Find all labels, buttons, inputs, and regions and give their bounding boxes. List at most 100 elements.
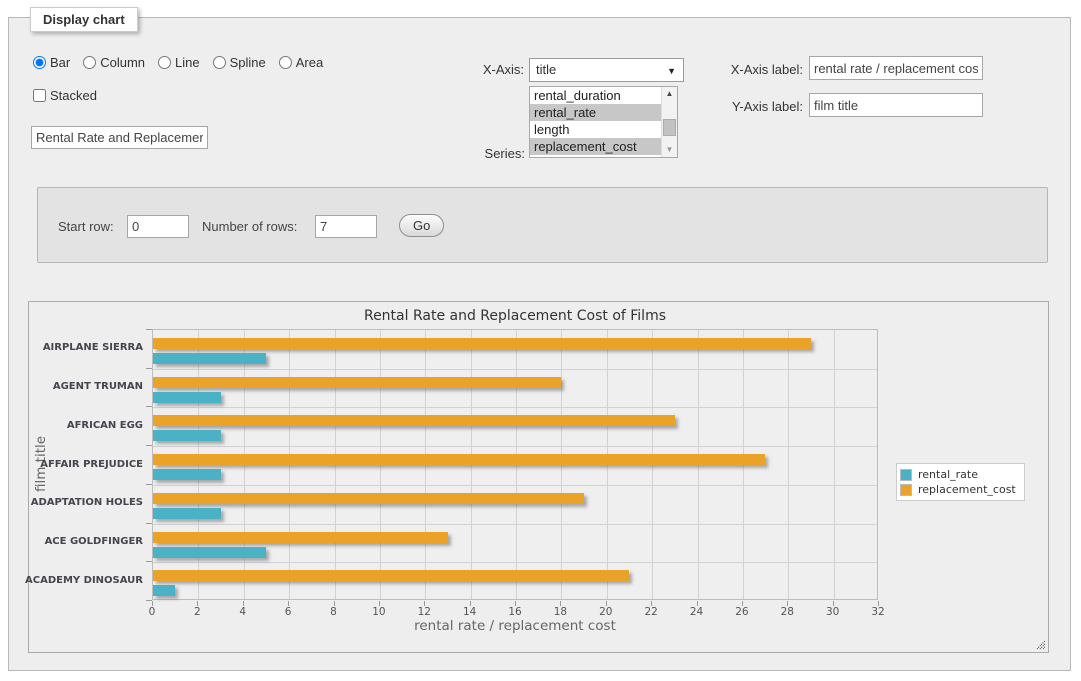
y-tick-mark — [146, 522, 152, 524]
x-tick-label: 8 — [330, 606, 337, 618]
start-row-input[interactable] — [127, 215, 189, 238]
x-tick-mark — [787, 601, 789, 606]
y-category-label: AFRICAN EGG — [66, 419, 143, 431]
number-of-rows-input[interactable] — [315, 215, 377, 238]
y-category-label: ADAPTATION HOLES — [30, 497, 143, 509]
x-tick-mark — [832, 601, 834, 606]
x-tick-mark — [152, 601, 153, 606]
y-category-label: ACADEMY DINOSAUR — [25, 574, 143, 586]
series-option-rental_duration[interactable]: rental_duration — [534, 88, 621, 103]
gridline-horizontal — [153, 562, 877, 564]
y-axis-label-input[interactable] — [809, 93, 983, 117]
bar-replacement_cost — [153, 531, 448, 543]
chart-title-input[interactable] — [31, 126, 208, 149]
chart-type-area[interactable]: Area — [278, 55, 324, 70]
x-tick-mark — [605, 601, 607, 606]
x-tick-mark — [288, 601, 290, 606]
series-option-rental_rate[interactable]: rental_rate — [530, 104, 661, 121]
series-options: rental_duration rental_rate length replacem… — [530, 87, 661, 157]
gridline-horizontal — [153, 368, 877, 370]
x-tick-mark — [424, 601, 426, 606]
scroll-down-icon[interactable]: ▼ — [665, 145, 674, 154]
x-tick-label: 0 — [148, 606, 156, 618]
chart-legend: rental_rate replacement_cost — [896, 463, 1025, 501]
resize-handle-icon[interactable] — [1035, 639, 1046, 650]
x-tick-mark — [333, 601, 335, 606]
x-axis-label-input[interactable] — [809, 56, 983, 80]
x-tick-mark — [197, 601, 199, 606]
row-range-panel: Start row: Number of rows: Go — [37, 187, 1048, 263]
series-listbox[interactable]: rental_duration rental_rate length replacem… — [529, 86, 678, 158]
gridline-horizontal — [153, 407, 877, 409]
stacked-checkbox[interactable] — [33, 89, 46, 102]
y-tick-mark — [146, 483, 152, 485]
scroll-up-icon[interactable]: ▲ — [665, 89, 674, 98]
listbox-scrollbar[interactable]: ▲ ▼ — [661, 87, 677, 157]
bar-replacement_cost — [153, 454, 766, 466]
x-tick-label: 24 — [689, 606, 704, 618]
x-tick-mark — [469, 601, 471, 606]
legend-swatch-replacement_cost — [900, 483, 912, 496]
x-axis-select[interactable]: title ▼ — [529, 58, 684, 82]
y-category-label: ACE GOLDFINGER — [44, 535, 143, 547]
radio-line[interactable] — [158, 56, 172, 69]
bar-replacement_cost — [153, 338, 811, 349]
stacked-option[interactable]: Stacked — [33, 88, 97, 103]
radio-spline[interactable] — [212, 56, 226, 69]
x-tick-label: 18 — [553, 606, 568, 618]
chevron-down-icon: ▼ — [667, 66, 676, 76]
chart-type-bar[interactable]: Bar — [33, 55, 70, 70]
series-option-length[interactable]: length — [534, 122, 570, 137]
bar-rental_rate — [153, 469, 221, 481]
chart-container: Rental Rate and Replacement Cost of Film… — [25, 301, 1049, 653]
x-tick-label: 12 — [417, 606, 431, 618]
gridline-horizontal — [153, 484, 877, 486]
x-tick-mark — [560, 601, 562, 606]
x-tick-mark — [651, 601, 653, 606]
scrollbar-thumb[interactable] — [663, 119, 676, 136]
bar-replacement_cost — [153, 376, 562, 388]
x-tick-mark — [515, 601, 516, 606]
radio-bar[interactable] — [33, 56, 46, 69]
go-button[interactable]: Go — [399, 214, 445, 237]
y-category-label: AFFAIR PREJUDICE — [40, 458, 143, 470]
x-tick-label: 10 — [372, 606, 386, 618]
chart-type-line[interactable]: Line — [158, 55, 200, 70]
x-tick-mark — [741, 601, 743, 606]
radio-label: Column — [100, 55, 146, 70]
gridline-vertical — [833, 330, 835, 599]
gridline-horizontal — [153, 523, 877, 525]
legend-swatch-rental_rate — [900, 468, 912, 481]
bar-rental_rate — [153, 353, 267, 364]
x-tick-mark — [878, 601, 879, 606]
y-category-label: AGENT TRUMAN — [52, 381, 143, 393]
number-of-rows-label: Number of rows: — [202, 219, 298, 234]
radio-column[interactable] — [83, 56, 97, 69]
bar-replacement_cost — [153, 492, 584, 504]
start-row-label: Start row: — [58, 219, 114, 234]
x-tick-mark — [378, 601, 380, 606]
x-tick-label: 26 — [735, 606, 749, 618]
legend-item: replacement_cost — [900, 482, 1016, 497]
chart-type-spline[interactable]: Spline — [212, 55, 266, 70]
bar-rental_rate — [153, 546, 267, 558]
gridline-vertical — [788, 330, 790, 599]
chart-type-column[interactable]: Column — [83, 55, 145, 70]
x-tick-mark — [696, 601, 698, 606]
series-option-replacement_cost[interactable]: replacement_cost — [530, 138, 661, 155]
bar-replacement_cost — [153, 570, 630, 582]
x-tick-label: 2 — [194, 606, 201, 618]
y-tick-mark — [146, 329, 152, 330]
radio-label: Spline — [229, 55, 266, 70]
y-axis-label-field-label: Y-Axis label: — [731, 99, 803, 114]
radio-area[interactable] — [278, 56, 292, 69]
radio-label: Area — [295, 55, 324, 70]
x-tick-label: 14 — [462, 606, 477, 618]
series-listbox-label: Series: — [484, 146, 525, 161]
legend-label: rental_rate — [918, 468, 978, 481]
fieldset-legend: Display chart — [30, 7, 138, 32]
bar-rental_rate — [153, 391, 221, 403]
x-tick-label: 22 — [644, 606, 658, 618]
display-chart-fieldset: Display chart Bar Column Line Spline Area St… — [8, 7, 1071, 671]
x-tick-label: 6 — [284, 606, 292, 618]
